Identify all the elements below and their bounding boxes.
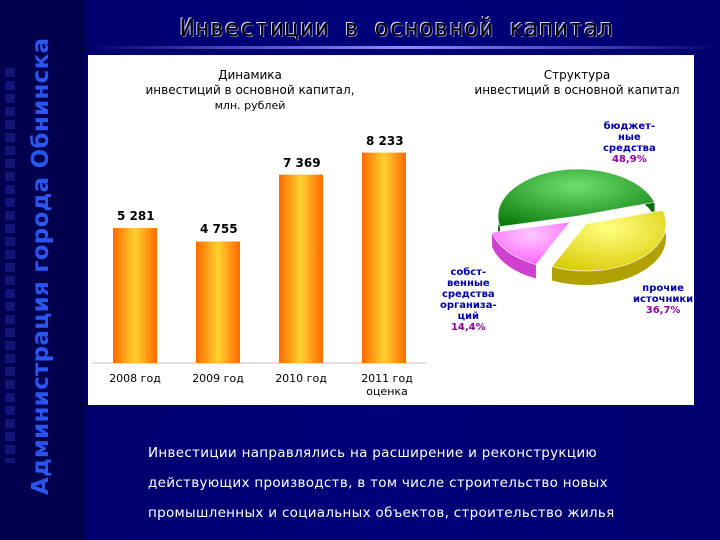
bar bbox=[113, 228, 157, 363]
bar-category-label: 2010 год bbox=[275, 372, 327, 385]
pie-slice-value: 14,4% bbox=[450, 322, 486, 333]
pie-slice-label-line: источники bbox=[633, 294, 694, 305]
page-title: Инвестиции в основной капитал bbox=[180, 14, 614, 42]
pie-chart-title: Структура инвестиций в основной капитал bbox=[432, 68, 720, 98]
pie-slice bbox=[491, 221, 571, 265]
footer-line: действующих производств, в том числе стр… bbox=[148, 475, 608, 491]
pie-slice-label-line: прочие bbox=[642, 283, 684, 294]
pie-slice-label-line: средства bbox=[441, 289, 495, 300]
pie-slice-label-line: бюджет- bbox=[603, 121, 656, 132]
pie-slice-label: прочие источники 36,7% bbox=[633, 283, 693, 316]
pie-chart-title-line: инвестиций в основной капитал bbox=[474, 83, 680, 97]
title-divider bbox=[88, 46, 720, 49]
bar-category-label: 2011 год оценка bbox=[361, 372, 413, 398]
bar-series bbox=[113, 152, 406, 363]
pie-slice bbox=[497, 168, 655, 227]
pie-slice bbox=[551, 209, 667, 272]
bar-value-label: 4 755 bbox=[200, 222, 238, 237]
bar-value-label: 7 369 bbox=[283, 155, 321, 170]
pie-slice-label: бюджет-ные средства 48,9% bbox=[603, 121, 656, 165]
footer-line: промышленных и социальных объектов, стро… bbox=[148, 505, 615, 521]
sidebar bbox=[0, 0, 86, 540]
pie-slice-value: 36,7% bbox=[645, 305, 681, 316]
bar-value-label: 5 281 bbox=[117, 209, 155, 224]
footer-line: Инвестиции направлялись на расширение и … bbox=[148, 445, 598, 461]
bar-value-label: 8 233 bbox=[366, 133, 404, 148]
bar-category-label: 2008 год bbox=[109, 372, 161, 385]
bar-chart-title-line: инвестиций в основной капитал, bbox=[145, 83, 355, 97]
bar-category-label: 2009 год bbox=[192, 372, 244, 385]
pie-slice-label-line: средства bbox=[603, 143, 656, 154]
bar bbox=[362, 152, 406, 363]
bar-chart-title-line: Динамика bbox=[218, 68, 282, 82]
pie-slice-label-line: собст- bbox=[450, 267, 487, 278]
pie-slice-label-line: ций bbox=[457, 311, 480, 322]
sidebar-squares-decoration bbox=[5, 68, 15, 463]
pie-slice-label-line: организа- bbox=[440, 300, 497, 311]
pie-slice-value: 48,9% bbox=[612, 154, 647, 165]
pie-slice-side bbox=[551, 210, 666, 285]
pie-chart-title-line: Структура bbox=[543, 68, 611, 82]
pie-slice-label-line: ные bbox=[618, 132, 641, 143]
bar-chart-title: Динамика инвестиций в основной капитал, … bbox=[100, 68, 400, 113]
bar-chart-units: млн. рублей bbox=[214, 99, 286, 112]
bar bbox=[279, 174, 323, 363]
footer-text: Инвестиции направлялись на расширение и … bbox=[148, 438, 708, 528]
pie-slice-side bbox=[492, 232, 536, 279]
pie-slice-label-line: венные bbox=[446, 278, 490, 289]
pie-chart bbox=[491, 168, 667, 285]
bar bbox=[196, 241, 240, 363]
pie-slice-label: собст-венные средства организа-ций 14,4% bbox=[440, 267, 497, 333]
